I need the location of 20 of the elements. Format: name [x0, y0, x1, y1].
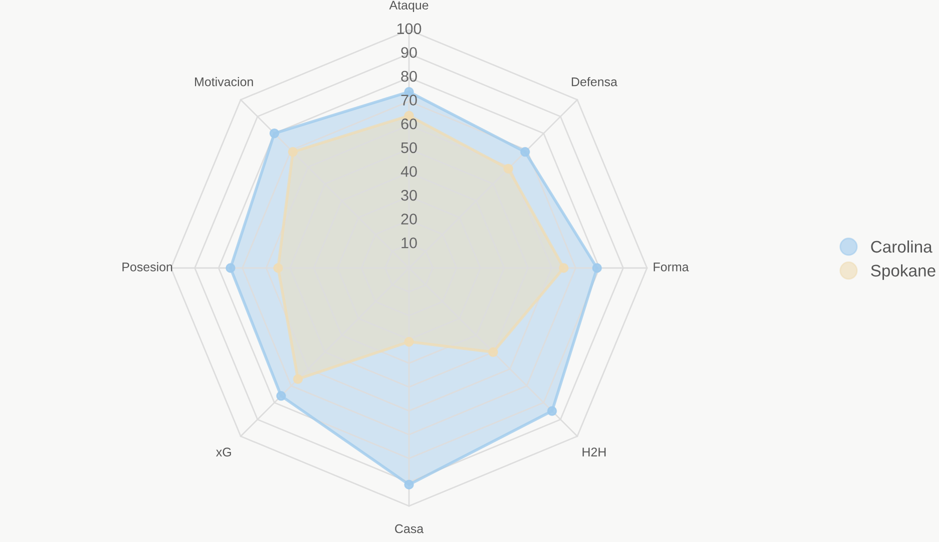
spoke-label: xG	[216, 448, 231, 456]
y-tick-label: 80	[401, 70, 417, 82]
spoke-label: H2H	[582, 448, 606, 456]
y-tick-label: 40	[400, 166, 417, 177]
y-tick-label: 20	[401, 214, 417, 224]
spoke-label: Motivacion	[195, 77, 253, 86]
spoke-label: Forma	[654, 262, 689, 272]
y-tick-label: 90	[401, 47, 417, 58]
spoke-label: Defensa	[572, 77, 618, 86]
legend-label: Carolina	[871, 240, 932, 253]
spoke-label: Casa	[395, 524, 424, 534]
spoke-label: Posesion	[122, 262, 172, 272]
y-tick-label: 100	[397, 23, 422, 34]
y-tick-label: 30	[401, 190, 417, 201]
legend-label: Spokane	[871, 264, 936, 280]
y-tick-label: 70	[401, 94, 417, 106]
y-tick-label: 50	[401, 142, 417, 154]
y-tick-label: 60	[401, 118, 417, 130]
y-tick-label: 10	[402, 237, 417, 248]
spoke-label: Ataque	[389, 0, 428, 12]
